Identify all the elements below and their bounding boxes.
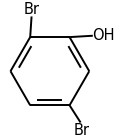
Text: Br: Br (24, 2, 39, 17)
Text: Br: Br (73, 123, 89, 138)
Text: OH: OH (92, 28, 115, 43)
